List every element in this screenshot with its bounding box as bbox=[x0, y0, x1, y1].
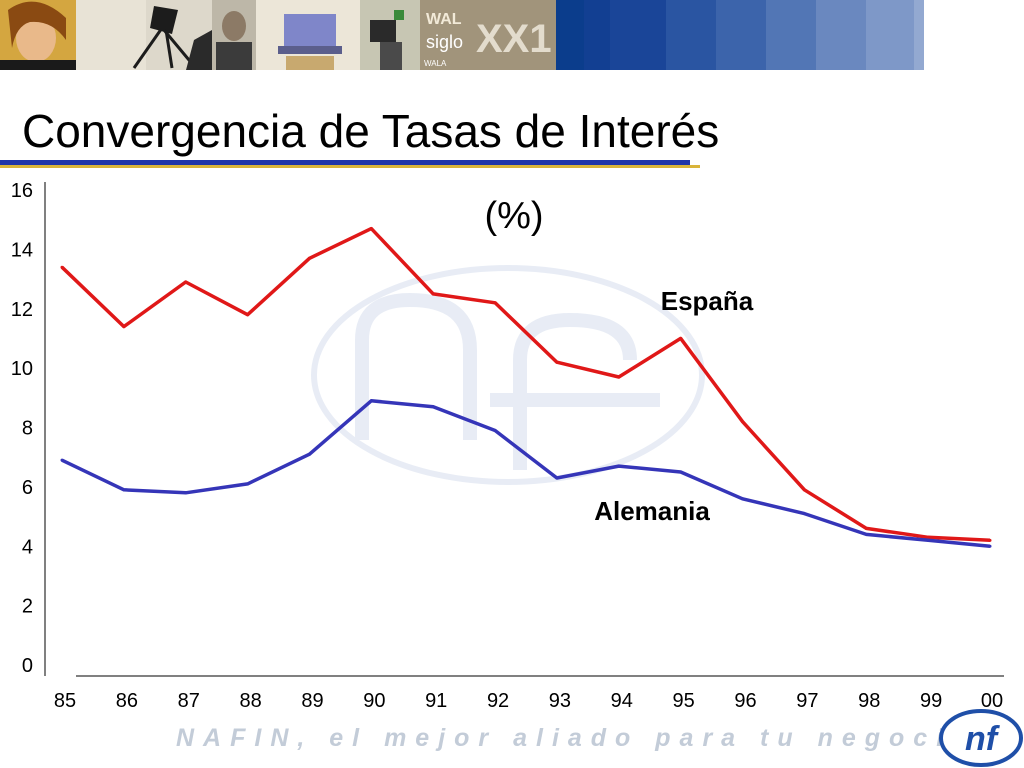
alemania-point bbox=[926, 538, 930, 542]
header-color-band bbox=[610, 0, 666, 70]
series-line-espana bbox=[60, 226, 991, 543]
slide-title: Convergencia de Tasas de Interés bbox=[22, 105, 720, 157]
x-tick-label: 90 bbox=[363, 690, 385, 712]
camera-operator-photo bbox=[360, 0, 420, 70]
x-tick-label: 95 bbox=[673, 690, 695, 712]
espana-point bbox=[122, 325, 126, 329]
title-underline bbox=[0, 160, 690, 165]
espana-point bbox=[864, 526, 868, 530]
alemania-point bbox=[617, 464, 621, 468]
y-tick-label: 4 bbox=[22, 536, 33, 558]
x-tick-label: 97 bbox=[796, 690, 818, 712]
alemania-point bbox=[184, 491, 188, 495]
siglo-xxi-photo: WAL siglo XX1 WALA bbox=[420, 0, 556, 70]
y-tick-label: 12 bbox=[11, 299, 33, 321]
svg-text:siglo: siglo bbox=[426, 32, 463, 52]
alemania-point bbox=[246, 482, 250, 486]
x-tick-label: 96 bbox=[734, 690, 756, 712]
footer-slogan: NAFIN, el mejor aliado para tu negocio bbox=[176, 724, 977, 752]
espana-point bbox=[493, 301, 497, 305]
camera-photo bbox=[76, 0, 212, 70]
espana-point bbox=[246, 313, 250, 317]
x-tick-label: 86 bbox=[116, 690, 138, 712]
laptop-photo bbox=[256, 0, 360, 70]
svg-text:XX1: XX1 bbox=[476, 17, 552, 61]
x-tick-label: 88 bbox=[239, 690, 261, 712]
svg-text:nf: nf bbox=[965, 720, 1001, 758]
svg-text:WALA: WALA bbox=[424, 59, 447, 68]
chart-title: (%) bbox=[484, 195, 543, 237]
header-color-band bbox=[866, 0, 914, 70]
y-tick-label: 6 bbox=[22, 477, 33, 499]
header-color-band bbox=[584, 0, 610, 70]
x-tick-label: 00 bbox=[981, 690, 1003, 712]
title-underline-accent bbox=[0, 165, 700, 168]
y-tick-label: 16 bbox=[11, 180, 33, 202]
alemania-point bbox=[555, 476, 559, 480]
y-tick-label: 0 bbox=[22, 655, 33, 677]
x-tick-label: 91 bbox=[425, 690, 447, 712]
y-tick-label: 2 bbox=[22, 596, 33, 618]
alemania-point bbox=[679, 470, 683, 474]
header-banner: WAL siglo XX1 WALA bbox=[0, 0, 1024, 70]
y-tick-label: 8 bbox=[22, 418, 33, 440]
alemania-point bbox=[307, 452, 311, 456]
header-color-band bbox=[556, 0, 584, 70]
y-tick-label: 10 bbox=[11, 358, 33, 380]
watermark-logo bbox=[311, 265, 705, 485]
x-tick-label: 85 bbox=[54, 690, 76, 712]
espana-point bbox=[307, 256, 311, 260]
espana-point bbox=[431, 292, 435, 296]
nafin-logo: nf bbox=[939, 709, 1023, 767]
x-tick-label: 92 bbox=[487, 690, 509, 712]
header-color-band bbox=[816, 0, 866, 70]
espana-point bbox=[988, 538, 992, 542]
espana-point bbox=[617, 375, 621, 379]
y-tick-label: 14 bbox=[11, 239, 33, 261]
alemania-point bbox=[369, 399, 373, 403]
espana-point bbox=[741, 420, 745, 424]
alemania-point bbox=[60, 458, 64, 462]
series-line-alemania bbox=[61, 399, 991, 549]
espana-point bbox=[802, 488, 806, 492]
x-tick-label: 89 bbox=[301, 690, 323, 712]
x-tick-label: 94 bbox=[611, 690, 633, 712]
x-tick-label: 98 bbox=[858, 690, 880, 712]
espana-point bbox=[926, 535, 930, 539]
alemania-point bbox=[741, 497, 745, 501]
x-tick-label: 93 bbox=[549, 690, 571, 712]
alemania-point bbox=[431, 405, 435, 409]
header-color-band bbox=[666, 0, 716, 70]
alemania-point bbox=[864, 532, 868, 536]
alemania-point bbox=[122, 488, 126, 492]
espana-point bbox=[369, 227, 373, 231]
alemania-point bbox=[988, 544, 992, 548]
espana-point bbox=[679, 336, 683, 340]
svg-text:WAL: WAL bbox=[426, 11, 462, 28]
series-label-espana: España bbox=[661, 286, 754, 316]
espana-point bbox=[555, 360, 559, 364]
phone-man-photo bbox=[212, 0, 256, 70]
series-label-alemania: Alemania bbox=[594, 496, 710, 526]
alemania-point bbox=[493, 428, 497, 432]
alemania-point bbox=[802, 512, 806, 516]
header-color-band bbox=[766, 0, 816, 70]
espana-point bbox=[184, 280, 188, 284]
x-tick-label: 87 bbox=[178, 690, 200, 712]
x-tick-label: 99 bbox=[920, 690, 942, 712]
header-color-band bbox=[914, 0, 924, 70]
espana-point bbox=[60, 265, 64, 269]
header-color-band bbox=[716, 0, 766, 70]
woman-photo bbox=[0, 0, 76, 70]
